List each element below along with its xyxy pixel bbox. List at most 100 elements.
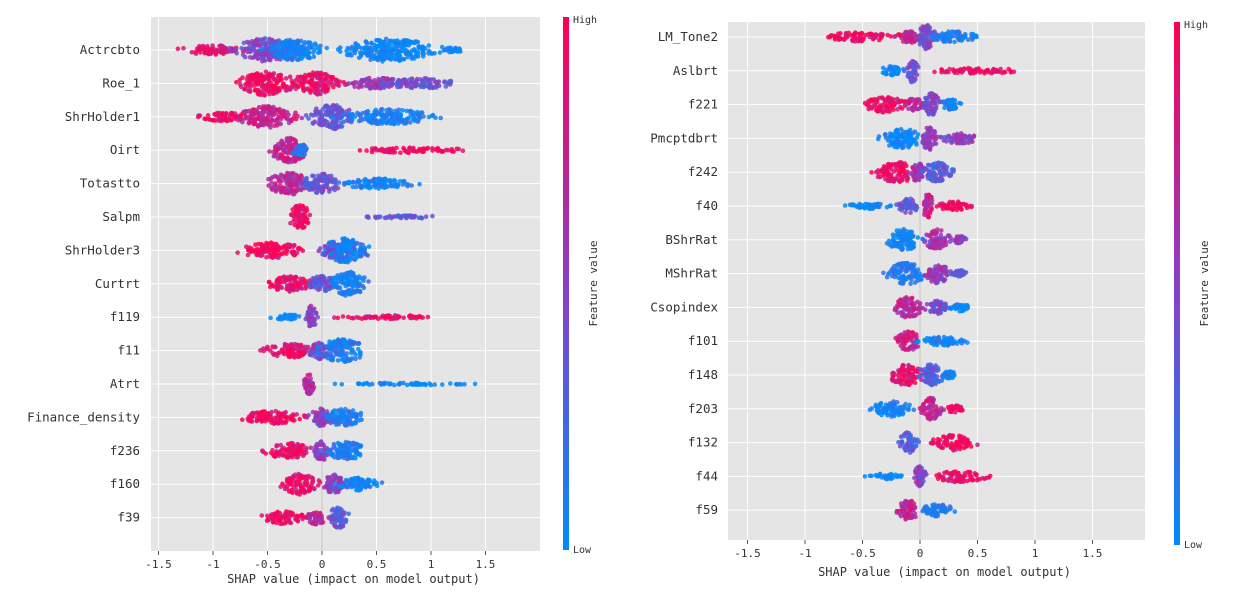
shap-point [309, 312, 315, 317]
shap-point [451, 149, 456, 154]
shap-point [417, 147, 423, 153]
shap-point [356, 418, 362, 423]
shap-point [376, 183, 382, 188]
shap-point [261, 348, 267, 354]
shap-point [420, 51, 425, 56]
shap-point [314, 184, 320, 190]
shap-point [349, 53, 354, 58]
shap-point [278, 172, 284, 178]
shap-point [368, 50, 374, 55]
shap-point [343, 519, 349, 524]
shap-point [284, 87, 290, 93]
shap-point [237, 77, 243, 83]
colorbar-title: Feature value [587, 240, 600, 326]
shap-point [321, 423, 326, 428]
right-beeswarm-panel: -1.5 -1 -0.5 0 0.5 1 1.5LM_Tone2Aslbrtf221Pmcp… [650, 20, 1211, 579]
shap-point [288, 313, 293, 319]
shap-point [298, 216, 304, 222]
shap-point [300, 516, 305, 522]
shap-point [268, 80, 274, 86]
shap-point [342, 180, 347, 186]
shap-point [344, 52, 350, 58]
shap-point [307, 323, 313, 329]
shap-point [398, 150, 403, 155]
shap-point [339, 108, 344, 114]
shap-point [294, 444, 299, 449]
shap-point [410, 40, 416, 46]
shap-point [244, 76, 250, 82]
shap-point [279, 317, 284, 322]
shap-point [296, 245, 302, 251]
feature-label: Salpm [102, 209, 140, 224]
shap-point [345, 416, 351, 422]
shap-point [899, 106, 905, 111]
shap-point [332, 446, 338, 451]
shap-point [311, 83, 317, 89]
shap-point [284, 251, 289, 256]
shap-point [282, 279, 288, 284]
shap-point [289, 440, 294, 446]
x-tick-label: -1.5 [734, 547, 761, 560]
shap-point [408, 213, 413, 219]
shap-point [266, 111, 272, 117]
shap-point [905, 65, 911, 70]
feature-label: ShrHolder1 [65, 109, 140, 124]
shap-point [372, 42, 377, 48]
shap-point [350, 81, 356, 86]
shap-point [349, 347, 354, 352]
shap-point [247, 55, 253, 60]
shap-point [397, 52, 402, 58]
shap-point [248, 412, 254, 418]
shap-point [197, 45, 202, 51]
shap-point [368, 119, 373, 125]
shap-point [208, 51, 214, 57]
shap-point [401, 38, 406, 43]
shap-point [266, 54, 271, 59]
feature-label: Oirt [110, 142, 140, 157]
shap-point [827, 34, 833, 40]
shap-point [309, 512, 314, 518]
shap-point [296, 314, 302, 319]
shap-point [366, 244, 372, 249]
shap-point [324, 352, 330, 358]
shap-point [374, 148, 380, 153]
shap-point [357, 289, 363, 295]
shap-point [269, 180, 274, 186]
shap-point [939, 37, 945, 42]
shap-point [264, 254, 269, 260]
shap-point [409, 183, 415, 188]
shap-point [336, 247, 341, 253]
shap-point [409, 315, 415, 321]
shap-point [310, 75, 315, 80]
x-tick-label: 1.5 [1083, 547, 1103, 560]
shap-point [355, 177, 361, 183]
shap-point [312, 486, 317, 492]
shap-point [282, 521, 288, 526]
shap-point [398, 84, 404, 89]
shap-point [288, 181, 293, 187]
shap-point [278, 121, 284, 127]
shap-point [335, 186, 341, 191]
shap-point [440, 149, 446, 154]
shap-point [387, 40, 392, 46]
shap-point [921, 44, 927, 49]
left-beeswarm-panel: -1.5 -1 -0.5 0 0.5 1 1.5ActrcbtoRoe_1ShrHolder… [27, 15, 600, 586]
shap-point [904, 39, 910, 45]
shap-point [301, 142, 306, 148]
shap-point [274, 45, 279, 50]
shap-point [247, 88, 253, 93]
shap-point [324, 45, 330, 51]
shap-point [350, 184, 356, 190]
shap-point [311, 343, 316, 349]
shap-point [354, 80, 360, 85]
shap-point [877, 105, 882, 110]
shap-point [403, 51, 409, 56]
x-tick-label: -1.5 [145, 558, 172, 571]
shap-point [325, 111, 331, 116]
shap-point [205, 43, 210, 49]
shap-point [279, 447, 285, 452]
shap-point [843, 33, 849, 38]
shap-point [417, 181, 422, 187]
shap-point [314, 106, 319, 111]
shap-point [277, 518, 283, 524]
